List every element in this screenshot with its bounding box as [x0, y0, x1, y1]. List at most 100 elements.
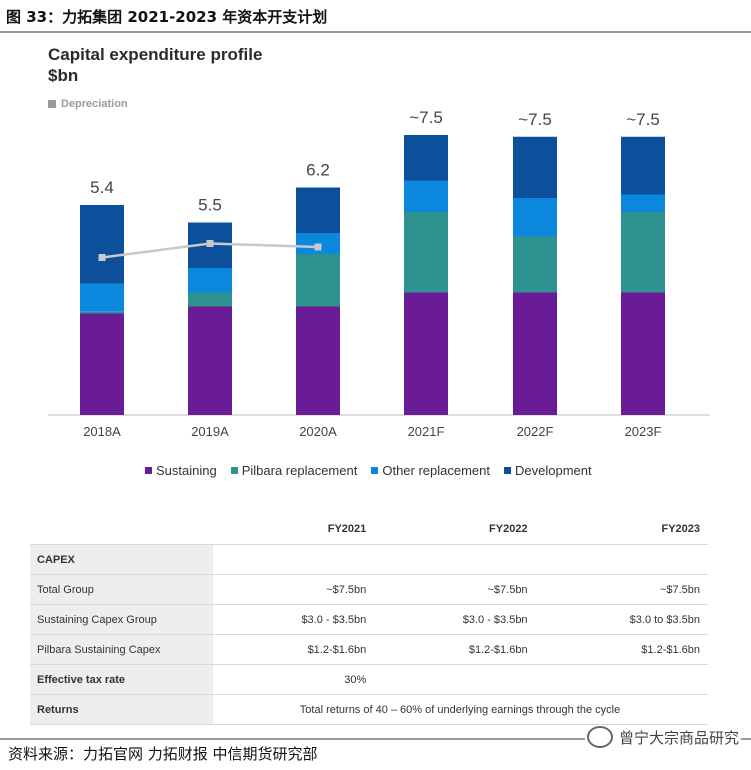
legend-swatch-other	[371, 467, 379, 474]
table-cell	[535, 544, 708, 575]
guidance-table: FY2021 FY2022 FY2023 CAPEX Total Group ~…	[30, 518, 708, 725]
bar-pilbara-2018A	[80, 311, 124, 314]
total-label-2022F: ~7.5	[518, 110, 552, 129]
table-cell	[374, 544, 536, 575]
table-cell: $1.2-$1.6bn	[374, 634, 536, 665]
total-label-2018A: 5.4	[90, 178, 114, 197]
wechat-logo-icon	[586, 726, 613, 748]
depreciation-point-2018A	[98, 254, 106, 261]
legend-label: Other replacement	[382, 463, 491, 478]
depreciation-point-2020A	[314, 243, 322, 251]
row-label: Sustaining Capex Group	[30, 604, 213, 635]
row-label: Pilbara Sustaining Capex	[30, 634, 213, 665]
depreciation-legend-label: Depreciation	[61, 98, 128, 110]
table-row: Total Group ~$7.5bn ~$7.5bn ~$7.5bn	[30, 574, 708, 605]
bar-development-2023F	[621, 136, 665, 195]
x-tick-label-2022F: 2022F	[517, 424, 554, 439]
returns-cell: Total returns of 40 – 60% of underlying …	[213, 694, 708, 725]
total-label-2023F: ~7.5	[626, 110, 660, 129]
bar-sustaining-2022F	[513, 292, 557, 415]
bar-pilbara-2020A	[296, 254, 340, 307]
x-tick-label-2023F: 2023F	[625, 424, 662, 439]
row-label: Effective tax rate	[30, 664, 213, 695]
bar-development-2021F	[404, 135, 448, 181]
chart-unit: $bn	[48, 66, 79, 85]
table-cell	[535, 664, 708, 695]
figure-title: 图 33：力拓集团 2021-2023 年资本开支计划	[6, 8, 328, 26]
chart-legend: Sustaining Pilbara replacement Other rep…	[145, 463, 592, 478]
legend-label: Sustaining	[156, 463, 217, 478]
depreciation-legend: Depreciation	[48, 98, 128, 110]
table-header-blank	[30, 518, 213, 545]
table-header-row: FY2021 FY2022 FY2023	[30, 518, 708, 545]
table-cell	[374, 664, 536, 695]
table-cell: 30%	[213, 664, 375, 695]
bar-pilbara-2021F	[404, 212, 448, 293]
row-label: Returns	[30, 694, 213, 725]
table-row: Pilbara Sustaining Capex $1.2-$1.6bn $1.…	[30, 634, 708, 665]
table-cell: ~$7.5bn	[213, 574, 375, 605]
legend-item-other: Other replacement	[371, 463, 490, 478]
table-cell: $1.2-$1.6bn	[535, 634, 708, 665]
bar-pilbara-2019A	[188, 292, 232, 307]
chart-title-text: Capital expenditure profile	[48, 45, 263, 64]
bar-sustaining-2023F	[621, 292, 665, 415]
total-label-2020A: 6.2	[306, 161, 330, 180]
bar-other-2023F	[621, 194, 665, 212]
table-cell: ~$7.5bn	[374, 574, 536, 605]
legend-item-development: Development	[504, 463, 592, 478]
x-tick-label-2020A: 2020A	[299, 424, 337, 439]
bar-pilbara-2022F	[513, 236, 557, 293]
table-cell: ~$7.5bn	[535, 574, 708, 605]
capex-chart: Capital expenditure profile $bn Deprecia…	[30, 36, 720, 496]
legend-label: Pilbara replacement	[241, 463, 358, 478]
capex-table: FY2021 FY2022 FY2023 CAPEX Total Group ~…	[30, 518, 708, 725]
legend-swatch-pilbara	[230, 467, 238, 474]
table-cell	[213, 544, 375, 575]
x-tick-label-2019A: 2019A	[191, 424, 229, 439]
brand-text: 曾宁大宗商品研究	[618, 728, 739, 747]
bar-pilbara-2023F	[621, 212, 665, 293]
bar-sustaining-2019A	[188, 306, 232, 415]
table-row: CAPEX	[30, 544, 708, 575]
x-tick-label-2018A: 2018A	[83, 424, 121, 439]
bar-other-2018A	[80, 283, 124, 312]
chart-title: Capital expenditure profile $bn	[48, 44, 262, 86]
bar-development-2022F	[513, 136, 557, 198]
legend-swatch-sustaining	[145, 467, 152, 474]
legend-label: Development	[515, 463, 592, 478]
bar-sustaining-2018A	[80, 313, 124, 415]
table-row: Effective tax rate 30%	[30, 664, 708, 695]
chart-plot-area: 5.4 2018A 5.5 2019A 6.2 2020A ~7.5 2021F ~7.5 202…	[48, 108, 710, 439]
table-cell: $3.0 - $3.5bn	[374, 604, 536, 635]
brand-watermark: 曾宁大宗商品研究	[584, 726, 741, 748]
legend-swatch-development	[504, 467, 512, 474]
table-row: Sustaining Capex Group $3.0 - $3.5bn $3.…	[30, 604, 708, 635]
total-label-2019A: 5.5	[198, 196, 222, 215]
table-header-fy2023: FY2023	[661, 523, 700, 535]
bottom-rule	[0, 738, 751, 740]
x-tick-label-2021F: 2021F	[408, 424, 445, 439]
bar-sustaining-2020A	[296, 306, 340, 415]
table-header-fy2021: FY2021	[327, 523, 367, 535]
bar-other-2022F	[513, 198, 557, 237]
row-label: Total Group	[30, 574, 213, 605]
row-label: CAPEX	[30, 544, 213, 575]
table-cell: $3.0 to $3.5bn	[535, 604, 708, 635]
bar-development-2020A	[296, 187, 340, 233]
table-cell: $1.2-$1.6bn	[213, 634, 375, 665]
top-rule	[0, 31, 751, 33]
legend-item-pilbara: Pilbara replacement	[230, 463, 358, 478]
bar-sustaining-2021F	[404, 292, 448, 415]
table-header-fy2022: FY2022	[489, 523, 528, 535]
bar-other-2019A	[188, 268, 232, 293]
table-row: Returns Total returns of 40 – 60% of und…	[30, 694, 708, 725]
bar-other-2021F	[404, 180, 448, 212]
legend-item-sustaining: Sustaining	[145, 463, 217, 478]
bar-development-2018A	[80, 205, 124, 284]
table-cell: $3.0 - $3.5bn	[213, 604, 375, 635]
total-label-2021F: ~7.5	[409, 108, 443, 127]
depreciation-legend-swatch	[48, 100, 56, 108]
source-note: 资料来源：力拓官网 力拓财报 中信期货研究部	[8, 745, 318, 763]
depreciation-point-2019A	[206, 240, 214, 247]
